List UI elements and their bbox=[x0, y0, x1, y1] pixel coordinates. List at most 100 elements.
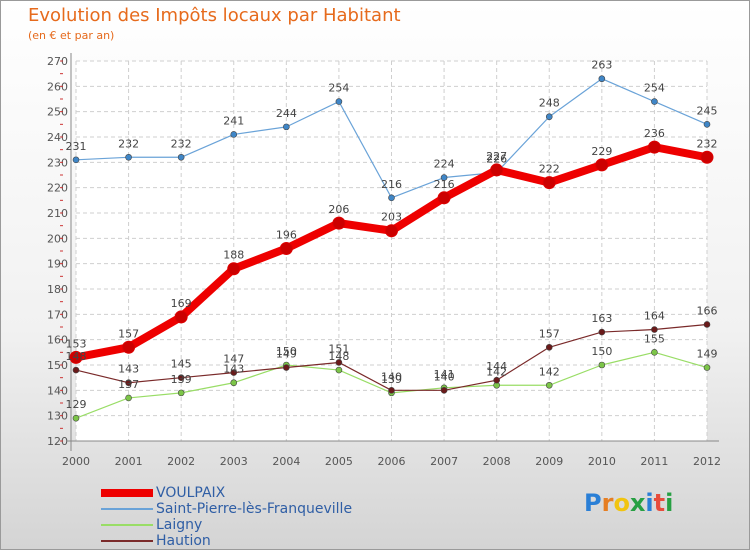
logo-letter: P bbox=[584, 489, 602, 517]
y-tick-label: 120 bbox=[47, 435, 68, 448]
data-label: 232 bbox=[171, 137, 192, 150]
data-point bbox=[279, 241, 293, 255]
data-label: 232 bbox=[697, 137, 718, 150]
data-label: 236 bbox=[644, 127, 665, 140]
data-label: 151 bbox=[328, 342, 349, 355]
y-tick-label: 200 bbox=[47, 232, 68, 245]
y-tick-label: 190 bbox=[47, 258, 68, 271]
data-point bbox=[595, 158, 609, 172]
data-point bbox=[122, 340, 136, 354]
data-point bbox=[703, 321, 711, 328]
data-label: 163 bbox=[591, 312, 612, 325]
data-label: 141 bbox=[434, 368, 455, 381]
data-label: 139 bbox=[381, 373, 402, 386]
data-point bbox=[651, 349, 658, 356]
y-tick-label: 220 bbox=[47, 182, 68, 195]
y-tick-label: 150 bbox=[47, 359, 68, 372]
y-tick-label: 240 bbox=[47, 131, 68, 144]
data-point bbox=[490, 163, 504, 177]
logo-letter: t bbox=[653, 489, 666, 517]
legend-swatch bbox=[101, 508, 153, 510]
data-label: 140 bbox=[434, 370, 455, 383]
data-point bbox=[69, 350, 83, 364]
logo-letter: i bbox=[645, 489, 654, 517]
data-point bbox=[230, 379, 238, 387]
data-label: 149 bbox=[697, 348, 718, 361]
data-label: 206 bbox=[328, 203, 349, 216]
data-point bbox=[177, 389, 185, 397]
data-point bbox=[651, 98, 658, 105]
chart-title: Evolution des Impôts locaux par Habitant bbox=[28, 5, 401, 26]
data-point bbox=[332, 216, 346, 230]
data-label: 222 bbox=[539, 163, 560, 176]
data-point bbox=[700, 150, 714, 164]
data-label: 226 bbox=[486, 152, 507, 165]
data-label: 196 bbox=[276, 228, 297, 241]
data-point bbox=[174, 310, 188, 324]
logo-letter: x bbox=[629, 489, 646, 517]
logo-letter: r bbox=[601, 489, 614, 517]
x-tick-label: 2000 bbox=[62, 455, 90, 468]
data-point bbox=[651, 326, 658, 333]
data-point bbox=[283, 123, 290, 131]
data-point bbox=[647, 140, 661, 154]
data-point bbox=[440, 174, 448, 181]
data-label: 216 bbox=[381, 178, 402, 191]
data-point bbox=[388, 194, 395, 202]
data-point bbox=[385, 224, 398, 238]
data-label: 148 bbox=[66, 350, 87, 363]
x-tick-label: 2003 bbox=[220, 455, 248, 468]
data-point bbox=[703, 121, 711, 128]
data-point bbox=[283, 364, 290, 371]
y-tick-label: 270 bbox=[47, 55, 68, 68]
data-point bbox=[703, 364, 711, 371]
data-label: 150 bbox=[591, 345, 612, 358]
x-tick-label: 2009 bbox=[535, 455, 563, 468]
chart-subtitle: (en € et par an) bbox=[28, 29, 115, 42]
data-label: 169 bbox=[171, 297, 192, 310]
data-point bbox=[545, 343, 553, 351]
data-label: 149 bbox=[276, 348, 297, 361]
y-tick-label: 250 bbox=[47, 106, 68, 119]
data-point bbox=[230, 131, 238, 138]
data-label: 140 bbox=[381, 370, 402, 383]
data-point bbox=[335, 366, 343, 374]
data-label: 148 bbox=[328, 350, 349, 363]
x-tick-label: 2010 bbox=[588, 455, 616, 468]
data-point bbox=[598, 328, 606, 336]
data-label: 216 bbox=[434, 178, 455, 191]
x-tick-label: 2002 bbox=[167, 455, 195, 468]
data-label: 241 bbox=[223, 114, 244, 127]
y-tick-label: 230 bbox=[47, 156, 68, 169]
data-point bbox=[545, 113, 553, 121]
data-label: 137 bbox=[118, 378, 139, 391]
data-label: 157 bbox=[118, 327, 139, 340]
data-point bbox=[72, 156, 80, 164]
data-point bbox=[125, 153, 132, 161]
data-point bbox=[177, 374, 185, 381]
legend-label: Saint-Pierre-lès-Franqueville bbox=[156, 501, 353, 517]
data-point bbox=[440, 387, 448, 394]
data-label: 244 bbox=[276, 107, 297, 120]
x-tick-label: 2005 bbox=[325, 455, 353, 468]
data-point bbox=[72, 414, 80, 422]
data-label: 166 bbox=[697, 304, 718, 317]
data-point bbox=[227, 262, 241, 276]
logo-letter: i bbox=[665, 489, 674, 517]
data-label: 231 bbox=[66, 140, 87, 153]
data-point bbox=[335, 98, 343, 105]
data-label: 227 bbox=[486, 150, 507, 163]
y-tick-label: 140 bbox=[47, 384, 68, 397]
data-point bbox=[125, 379, 132, 387]
proxiti-logo: Proxiti bbox=[584, 489, 673, 517]
data-label: 147 bbox=[223, 353, 244, 366]
data-point bbox=[388, 387, 395, 394]
y-tick-label: 130 bbox=[47, 410, 68, 423]
x-tick-label: 2001 bbox=[115, 455, 143, 468]
data-point bbox=[545, 381, 553, 389]
data-label: 203 bbox=[381, 211, 402, 224]
data-label: 145 bbox=[171, 358, 192, 371]
data-label: 142 bbox=[486, 365, 507, 378]
y-tick-label: 210 bbox=[47, 207, 68, 220]
data-label: 232 bbox=[118, 137, 139, 150]
